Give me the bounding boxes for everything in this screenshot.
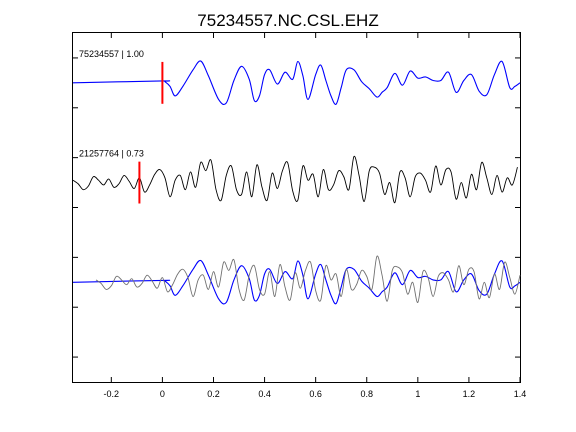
- trace-label: 75234557 | 1.00: [79, 49, 144, 59]
- x-axis: -0.2 0 0.2 0.4 0.6 0.8 1 1.2 1.4: [104, 33, 527, 399]
- waveform-line: [72, 60, 521, 105]
- y-axis: [73, 57, 520, 358]
- x-tick-label: 1: [415, 389, 420, 399]
- x-tick-label: 0: [160, 389, 165, 399]
- waveform-line: [95, 255, 521, 303]
- waveform-line: [72, 259, 521, 305]
- x-tick-label: 0.6: [309, 389, 322, 399]
- trace-1: 75234557 | 1.00: [72, 49, 521, 105]
- x-tick-label: 1.2: [463, 389, 476, 399]
- trace-2: 21257764 | 0.73: [72, 149, 518, 204]
- chart-title: 75234557.NC.CSL.EHZ: [197, 11, 378, 30]
- x-tick-label: 0.4: [258, 389, 271, 399]
- trace-3: [72, 255, 521, 305]
- waveform-line: [72, 155, 518, 204]
- trace-group: 75234557 | 1.00 21257764 | 0.73: [72, 49, 521, 305]
- x-tick-label: -0.2: [104, 389, 120, 399]
- x-tick-label: 0.8: [360, 389, 373, 399]
- x-tick-label: 1.4: [514, 389, 527, 399]
- x-tick-label: 0.2: [207, 389, 220, 399]
- plot-area: [72, 32, 521, 383]
- trace-label: 21257764 | 0.73: [79, 149, 144, 159]
